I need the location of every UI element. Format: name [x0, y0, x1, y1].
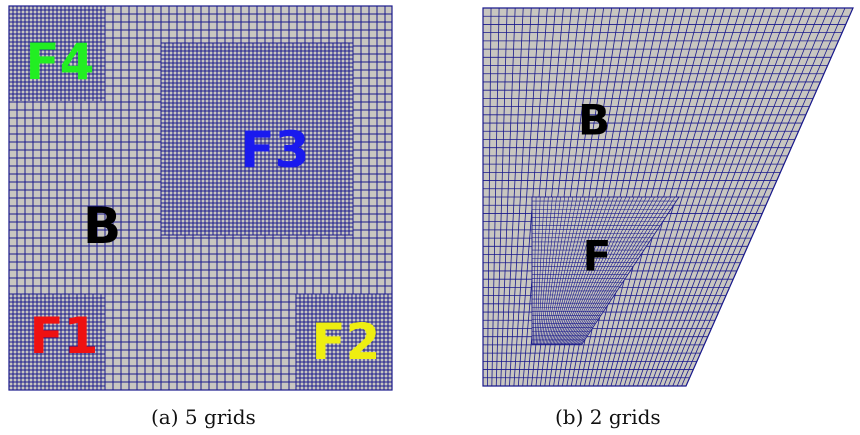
fine-grid-patches	[8, 5, 393, 391]
fine-grid-f1	[8, 293, 106, 391]
fine-grid-f4	[8, 5, 106, 101]
grid-label-f3: F3	[241, 121, 310, 179]
grid-label-f1: F1	[30, 307, 99, 365]
fine-grid-f2	[295, 293, 393, 391]
caption-b: (b) 2 grids	[555, 405, 661, 429]
base-trapezoid-border	[482, 7, 854, 387]
grid-label-f4: F4	[26, 33, 95, 91]
grid-label-fine: F	[583, 232, 612, 281]
grid-label-f2: F2	[312, 313, 381, 371]
panel-b-two-grids: B F	[482, 7, 854, 387]
fine-trapezoid-grid-lines	[531, 196, 680, 345]
panel-a-five-grids: F4 F3 B F1 F2	[8, 5, 393, 391]
grid-label-base: B	[83, 197, 121, 255]
base-grid-border	[8, 5, 393, 391]
fine-grid-f3	[160, 42, 354, 236]
caption-a: (a) 5 grids	[151, 405, 256, 429]
grid-label-base: B	[578, 96, 610, 145]
